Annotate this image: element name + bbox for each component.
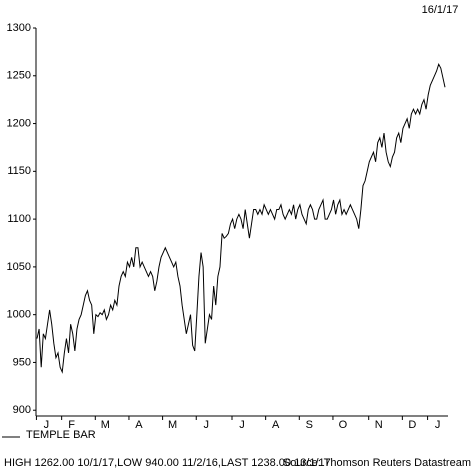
x-tick-label: M [101,419,110,431]
y-tick-label: 1200 [7,117,31,129]
y-tick-label: 1250 [7,70,31,82]
x-tick-label: A [272,419,280,431]
source: Source: Thomson Reuters Datastream [283,457,471,469]
x-tick-label: J [44,419,50,431]
x-tick-label: O [339,419,348,431]
chart-date: 16/1/17 [422,4,459,16]
y-tick-label: 1050 [7,261,31,273]
x-tick-label: M [168,419,177,431]
x-tick-label: S [306,419,313,431]
x-tick-label: J [435,419,441,431]
x-tick-label: F [68,419,75,431]
x-tick-label: D [408,419,416,431]
x-tick-label: A [135,419,143,431]
y-tick-label: 900 [13,404,31,416]
footer: HIGH 1262.00 10/1/17,LOW 940.00 11/2/16,… [4,457,331,469]
x-tick-label: N [375,419,383,431]
x-tick-label: J [203,419,209,431]
y-tick-label: 1150 [7,165,31,177]
y-tick-label: 1300 [7,22,31,34]
y-tick-label: 1000 [7,309,31,321]
y-tick-label: 1100 [7,213,31,225]
x-tick-label: J [239,419,245,431]
legend-label: TEMPLE BAR [26,429,96,441]
line-series [36,63,446,374]
y-tick-label: 950 [13,356,31,368]
